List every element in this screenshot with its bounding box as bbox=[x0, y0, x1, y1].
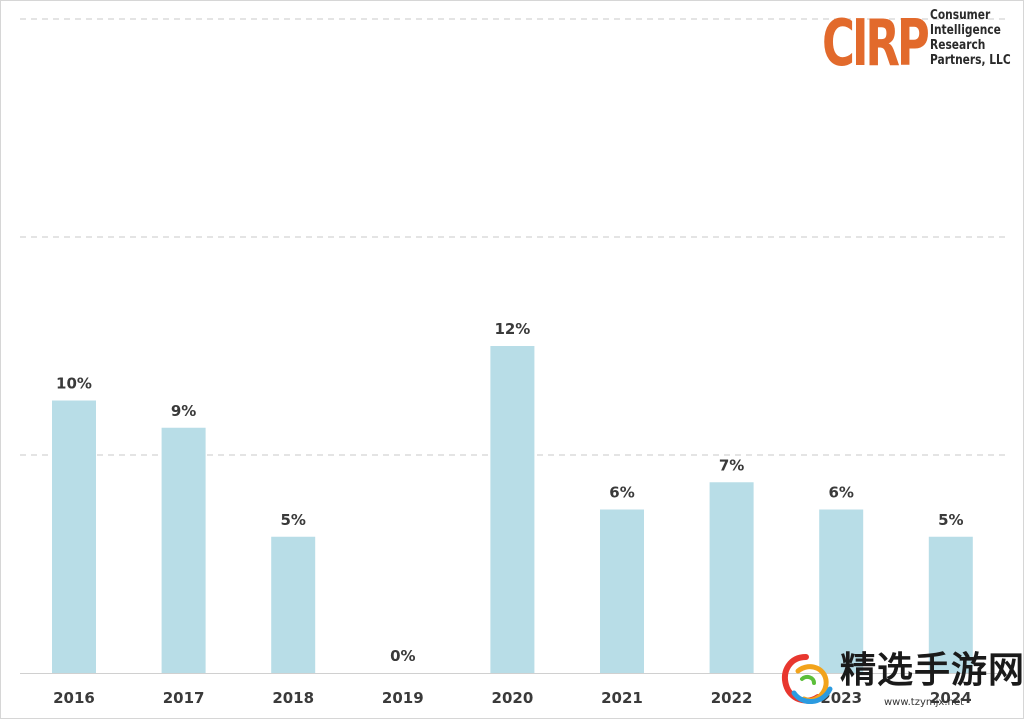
data-label: 10% bbox=[56, 375, 92, 393]
cirp-logo: CIRP Consumer Intelligence Research Part… bbox=[822, 6, 1018, 82]
bar bbox=[600, 509, 644, 673]
logo-mark: CIRP bbox=[822, 7, 930, 81]
x-tick-label: 2020 bbox=[492, 689, 534, 707]
x-tick-label: 2021 bbox=[601, 689, 643, 707]
data-label: 9% bbox=[171, 402, 196, 420]
x-tick-label: 2024 bbox=[930, 689, 972, 707]
watermark-url: www.tzymjx.net bbox=[884, 697, 964, 708]
data-label: 6% bbox=[609, 484, 634, 502]
logo-line: Partners, LLC bbox=[930, 53, 1011, 68]
logo-company-name: Consumer Intelligence Research Partners,… bbox=[930, 8, 1011, 68]
bar bbox=[271, 536, 316, 673]
data-label: 5% bbox=[280, 511, 305, 529]
data-label: 0% bbox=[390, 647, 415, 665]
bar bbox=[490, 346, 535, 673]
logo-line: Intelligence bbox=[930, 23, 1001, 38]
bar bbox=[928, 536, 973, 673]
x-tick-label: 2018 bbox=[272, 689, 314, 707]
x-tick-label: 2023 bbox=[820, 689, 862, 707]
bar bbox=[52, 400, 96, 673]
data-label: 12% bbox=[494, 320, 530, 338]
bar bbox=[819, 509, 864, 673]
data-label: 5% bbox=[938, 511, 963, 529]
swirl-logo-icon bbox=[782, 654, 833, 704]
data-label: 6% bbox=[828, 484, 853, 502]
bar bbox=[161, 427, 206, 673]
logo-line: Research bbox=[930, 38, 986, 53]
x-tick-label: 2017 bbox=[163, 689, 205, 707]
data-label: 7% bbox=[719, 456, 744, 474]
logo-line: Consumer bbox=[930, 8, 991, 23]
site-watermark: 精选手游网 www.tzymjx.net bbox=[776, 647, 1024, 717]
bar bbox=[709, 482, 754, 673]
x-tick-label: 2019 bbox=[382, 689, 424, 707]
watermark-title: 精选手游网 bbox=[840, 650, 1024, 691]
x-tick-label: 2016 bbox=[53, 689, 95, 707]
x-tick-label: 2022 bbox=[711, 689, 753, 707]
